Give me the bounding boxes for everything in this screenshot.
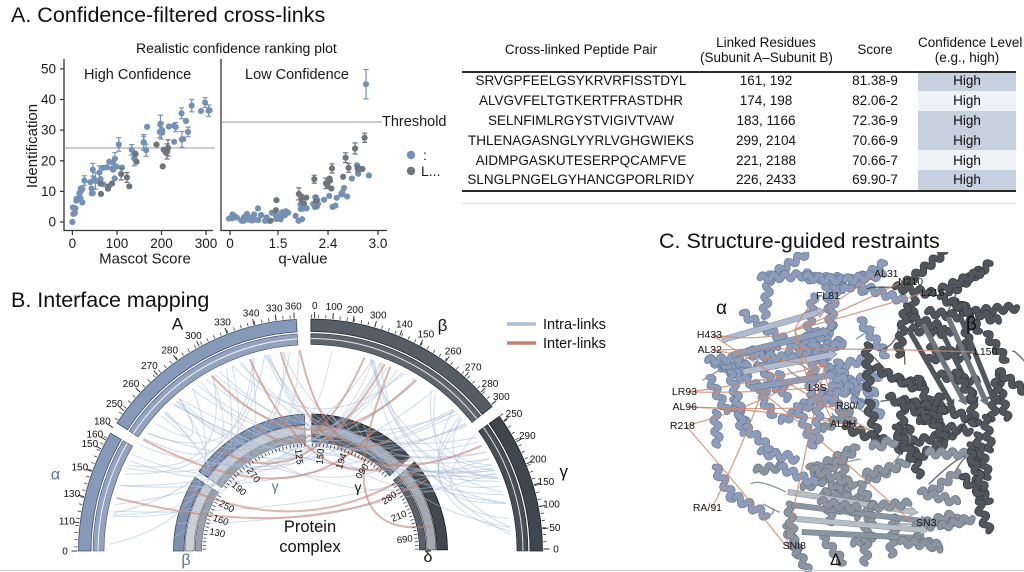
svg-text:AL31: AL31	[874, 268, 899, 280]
svg-text:250: 250	[506, 409, 523, 420]
svg-text:300: 300	[370, 311, 387, 322]
svg-text:3.0: 3.0	[369, 236, 388, 251]
svg-text:200: 200	[530, 455, 547, 466]
svg-text:125: 125	[292, 448, 305, 465]
svg-text:Protein: Protein	[284, 518, 336, 536]
svg-text:RA/91: RA/91	[693, 502, 722, 514]
svg-text:High Confidence: High Confidence	[84, 67, 191, 83]
svg-text:160: 160	[86, 429, 103, 440]
svg-text:270: 270	[465, 363, 482, 374]
svg-text:0: 0	[553, 544, 559, 555]
svg-text:194: 194	[334, 452, 350, 471]
svg-text:10: 10	[41, 184, 56, 199]
svg-text::: :	[423, 147, 427, 163]
svg-text:300: 300	[493, 392, 510, 403]
svg-text:LR93: LR93	[672, 386, 697, 398]
svg-text:A: A	[172, 314, 184, 333]
svg-text:N210: N210	[898, 276, 923, 288]
svg-text:330: 330	[266, 304, 283, 315]
svg-text:280: 280	[380, 489, 399, 507]
svg-text:L150: L150	[974, 346, 998, 358]
svg-text:40: 40	[41, 92, 56, 107]
svg-text:200: 200	[150, 236, 173, 251]
svg-text:Intra-links: Intra-links	[543, 317, 606, 333]
svg-text:330: 330	[214, 317, 231, 328]
svg-text:Inter-links: Inter-links	[543, 336, 606, 352]
svg-text:0: 0	[62, 547, 68, 558]
svg-text:γ: γ	[272, 478, 279, 494]
svg-text:30: 30	[41, 123, 56, 138]
svg-text:270: 270	[141, 361, 158, 372]
svg-text:280: 280	[161, 345, 178, 356]
svg-text:R80/: R80/	[836, 400, 858, 412]
svg-text:150: 150	[71, 463, 88, 474]
svg-text:complex: complex	[279, 538, 341, 556]
svg-text:γ: γ	[560, 462, 569, 481]
svg-text:20: 20	[41, 153, 56, 168]
svg-text:AL32: AL32	[697, 344, 722, 356]
svg-text:360: 360	[285, 302, 302, 313]
svg-text:300: 300	[185, 331, 202, 342]
svg-text:250: 250	[106, 399, 123, 410]
svg-text:α: α	[716, 298, 727, 319]
svg-text:Low Confidence: Low Confidence	[245, 67, 349, 83]
svg-text:200: 200	[347, 305, 364, 316]
svg-text:β: β	[438, 316, 448, 335]
svg-text:0: 0	[69, 236, 77, 251]
svg-text:γ: γ	[355, 479, 362, 495]
svg-text:690: 690	[396, 533, 413, 546]
svg-text:280: 280	[482, 379, 499, 390]
svg-text:150: 150	[81, 439, 98, 450]
svg-text:150: 150	[417, 330, 434, 341]
svg-text:340: 340	[243, 308, 260, 319]
svg-text:Identification: Identification	[24, 104, 41, 188]
svg-text:260: 260	[123, 379, 140, 390]
svg-text:300: 300	[195, 236, 218, 251]
svg-text:δ: δ	[424, 549, 433, 566]
svg-text:290: 290	[519, 431, 536, 442]
svg-text:150: 150	[315, 448, 328, 465]
svg-text:Threshold: Threshold	[382, 114, 446, 130]
svg-text:L8S: L8S	[808, 382, 827, 394]
svg-text:140: 140	[396, 320, 413, 331]
svg-text:L...: L...	[421, 163, 440, 179]
svg-text:SNI8: SNI8	[783, 540, 807, 552]
svg-text:50: 50	[549, 523, 561, 534]
svg-text:H433: H433	[697, 329, 722, 341]
svg-text:β: β	[966, 314, 977, 335]
svg-text:SN3: SN3	[916, 517, 937, 529]
svg-text:100: 100	[543, 500, 560, 511]
svg-text:50: 50	[41, 61, 56, 76]
svg-text:α: α	[51, 467, 60, 484]
svg-text:160: 160	[211, 513, 230, 529]
svg-text:110: 110	[59, 517, 75, 528]
svg-text:130: 130	[63, 489, 80, 500]
svg-text:AL96: AL96	[672, 401, 697, 413]
svg-text:AL0H: AL0H	[830, 418, 856, 430]
svg-text:1.5: 1.5	[269, 236, 288, 251]
svg-text:L216: L216	[921, 287, 945, 299]
svg-text:150: 150	[538, 477, 555, 488]
svg-text:210: 210	[390, 509, 409, 525]
svg-text:Mascot Score: Mascot Score	[99, 251, 191, 268]
svg-text:β: β	[181, 552, 190, 569]
svg-text:2.4: 2.4	[319, 236, 338, 251]
svg-text:Δ: Δ	[830, 550, 841, 569]
svg-text:130: 130	[208, 526, 226, 540]
svg-text:100: 100	[106, 236, 129, 251]
svg-text:q-value: q-value	[278, 251, 327, 268]
svg-text:0: 0	[48, 215, 56, 230]
svg-text:260: 260	[445, 347, 462, 358]
svg-text:0: 0	[312, 301, 318, 312]
svg-text:250: 250	[217, 498, 236, 515]
svg-text:R218: R218	[670, 420, 695, 432]
svg-text:100: 100	[326, 302, 343, 313]
svg-text:180: 180	[94, 416, 111, 427]
svg-text:FL81: FL81	[816, 290, 840, 302]
svg-text:0: 0	[226, 236, 234, 251]
